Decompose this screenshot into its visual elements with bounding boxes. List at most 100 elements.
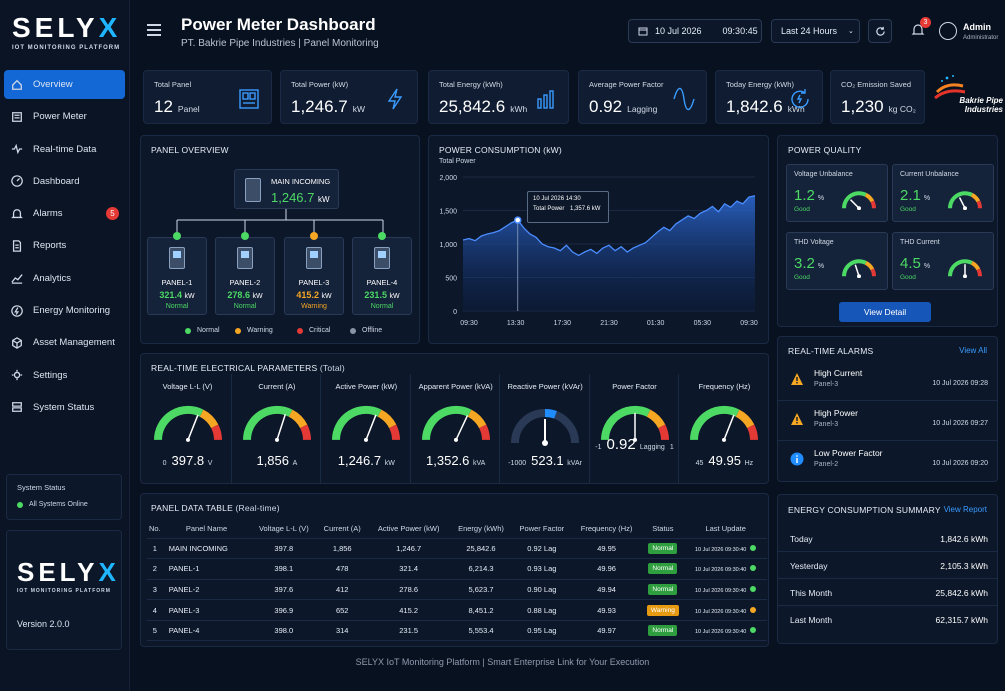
- menu-icon[interactable]: [147, 24, 161, 39]
- user-name[interactable]: Admin: [963, 22, 991, 32]
- legend-dot: [185, 327, 191, 334]
- column-header[interactable]: Panel Name: [162, 520, 251, 539]
- param-active-power-kw[interactable]: Active Power (kW) 1,246.7 kW: [323, 374, 411, 484]
- column-header[interactable]: Active Power (kW): [367, 520, 451, 539]
- energy-period: Last Month: [790, 615, 833, 625]
- view-detail-button[interactable]: View Detail: [839, 302, 931, 322]
- column-header[interactable]: Frequency (Hz): [571, 520, 642, 539]
- notification-badge: 3: [920, 17, 931, 28]
- sidebar-item-dashboard[interactable]: Dashboard: [4, 167, 125, 196]
- table-row[interactable]: 4 PANEL-3 396.9 652 415.2 8,451.2 0.88 Lag 49.9…: [147, 599, 767, 621]
- sidebar-item-energy-monitoring[interactable]: Energy Monitoring: [4, 296, 125, 325]
- energy-period: Today: [790, 534, 813, 544]
- pq-unit: %: [817, 195, 825, 202]
- kpi-card-average-power-factor[interactable]: Average Power Factor 0.92 Lagging: [578, 70, 707, 124]
- table-cell: 0.95 Lag: [527, 626, 557, 636]
- kpi-value: 0.92: [589, 97, 623, 116]
- kpi-card-total-power-kw[interactable]: Total Power (kW) 1,246.7 kW: [280, 70, 418, 124]
- time-range-select[interactable]: Last 24 Hours ⌄: [771, 19, 860, 43]
- view-report-link[interactable]: View Report: [943, 505, 987, 514]
- refresh-button[interactable]: [868, 19, 892, 43]
- kpi-card-total-energy-kwh[interactable]: Total Energy (kWh) 25,842.6 kWh: [428, 70, 569, 124]
- company-logo: Bakrie Pipe Industries: [933, 72, 1003, 120]
- param-apparent-power-kva[interactable]: Apparent Power (kVA) 1,352.6 kVA: [412, 374, 501, 484]
- column-header[interactable]: Voltage L-L (V): [250, 520, 318, 539]
- table-row[interactable]: 1 MAIN INCOMING 397.8 1,856 1,246.7 25,842.6 0…: [147, 538, 767, 560]
- sidebar-item-label: Settings: [33, 369, 68, 381]
- column-header[interactable]: Power Factor: [511, 520, 572, 539]
- view-all-link[interactable]: View All: [959, 346, 987, 355]
- alarm-item[interactable]: High Power Panel-3 10 Jul 2026 09:27: [778, 401, 998, 441]
- param-value: 1,856: [256, 453, 290, 468]
- panel-box[interactable]: PANEL-3 415.2 kW Warning: [284, 232, 344, 315]
- alarm-count-badge: 5: [106, 207, 119, 221]
- pq-thd-current[interactable]: THD Current 4.5% Good: [892, 232, 994, 290]
- pq-label: Voltage Unbalance: [794, 171, 853, 178]
- param-reactive-power-kvar[interactable]: Reactive Power (kVAr) -1000 523.1 kVAr: [502, 374, 590, 484]
- table-row[interactable]: 3 PANEL-2 397.6 412 278.6 5,623.7 0.90 Lag 49.9…: [147, 579, 767, 601]
- home-icon: [10, 78, 24, 92]
- sidebar-item-real-time-data[interactable]: Real-time Data: [4, 135, 125, 164]
- kpi-unit: kWh: [510, 104, 528, 114]
- table-cell: 5,553.4: [468, 626, 494, 636]
- sidebar-item-alarms[interactable]: Alarms 5: [4, 199, 125, 228]
- column-header[interactable]: No.: [147, 520, 163, 539]
- refresh-icon: [788, 87, 812, 111]
- panel-box[interactable]: PANEL-2 278.6 kW Normal: [215, 232, 275, 315]
- sidebar-item-power-meter[interactable]: Power Meter: [4, 102, 125, 131]
- param-current-a[interactable]: Current (A) 1,856 A: [233, 374, 322, 484]
- pq-unit: %: [923, 195, 931, 202]
- datetime-display[interactable]: 10 Jul 2026 09:30:45: [628, 19, 762, 43]
- pq-label: Current Unbalance: [900, 171, 959, 178]
- power-quality-card: POWER QUALITY Voltage Unbalance 1.2% Good C…: [777, 135, 998, 327]
- main-incoming-box[interactable]: MAIN INCOMING 1,246.7 kW: [234, 169, 339, 209]
- sidebar-item-system-status[interactable]: System Status: [4, 393, 125, 422]
- last-update: 10 Jul 2026 09:30:40: [694, 587, 747, 594]
- kpi-card-co-emission-saved[interactable]: CO₂ Emission Saved 1,230 kg CO₂: [830, 70, 925, 124]
- alarm-panel: Panel-2: [814, 461, 839, 468]
- legend-label: Critical: [309, 327, 331, 334]
- alarm-panel: Panel-3: [814, 421, 839, 428]
- kpi-card-total-panel[interactable]: Total Panel 12 Panel: [143, 70, 272, 124]
- param-unit: Hz: [744, 460, 754, 467]
- pq-thd-voltage[interactable]: THD Voltage 3.2% Good: [786, 232, 888, 290]
- sidebar-item-label: Dashboard: [33, 175, 80, 187]
- sidebar-item-settings[interactable]: Settings: [4, 361, 125, 390]
- param-power-factor[interactable]: Power Factor -1 0.92 Lagging 1: [591, 374, 679, 484]
- x-tick-label: 01:30: [647, 320, 665, 327]
- panel-box[interactable]: PANEL-4 231.5 kW Normal: [352, 232, 412, 315]
- column-header[interactable]: Energy (kWh): [450, 520, 512, 539]
- column-header[interactable]: Current (A): [317, 520, 368, 539]
- box-icon: [10, 336, 24, 350]
- energy-row: Last Month 62,315.7 kWh: [778, 606, 998, 633]
- table-cell: 278.6: [399, 584, 419, 594]
- kpi-card-today-energy-kwh[interactable]: Today Energy (kWh) 1,842.6 kWh: [715, 70, 823, 124]
- alarm-item[interactable]: Low Power Factor Panel-2 10 Jul 2026 09:20: [778, 441, 998, 481]
- pq-value: 3.2: [794, 255, 815, 272]
- param-frequency-hz[interactable]: Frequency (Hz) 45 49.95 Hz: [680, 374, 768, 484]
- pq-voltage-unbalance[interactable]: Voltage Unbalance 1.2% Good: [786, 164, 888, 222]
- table-cell: 5,623.7: [468, 584, 494, 594]
- gauge-min: 45: [695, 460, 704, 467]
- panel-overview-card: PANEL OVERVIEW MAIN INCOMING 1,246.7 kW …: [140, 135, 420, 344]
- brand-logo[interactable]: SELYX IOT MONITORING PLATFORM: [12, 14, 122, 52]
- param-unit: kVA: [473, 460, 486, 467]
- panel-box[interactable]: PANEL-1 321.4 kW Normal: [147, 232, 207, 315]
- user-avatar-icon[interactable]: [939, 22, 957, 40]
- table-row[interactable]: 5 PANEL-4 398.0 314 231.5 5,553.4 0.95 Lag 49.9…: [147, 620, 767, 642]
- status-badge: Normal: [648, 625, 678, 637]
- pq-current-unbalance[interactable]: Current Unbalance 2.1% Good: [892, 164, 994, 222]
- alarm-item[interactable]: High Current Panel-3 10 Jul 2026 09:28: [778, 361, 998, 401]
- sidebar-item-overview[interactable]: Overview: [4, 70, 125, 99]
- hover-point[interactable]: [514, 216, 522, 224]
- column-header[interactable]: Status: [641, 520, 685, 539]
- sidebar-item-asset-management[interactable]: Asset Management: [4, 328, 125, 357]
- column-header[interactable]: Last Update: [684, 520, 767, 539]
- energy-period: Yesterday: [790, 561, 828, 571]
- table-row[interactable]: 2 PANEL-1 398.1 478 321.4 6,214.3 0.93 Lag 49.9…: [147, 558, 767, 580]
- sidebar-item-analytics[interactable]: Analytics: [4, 264, 125, 293]
- sidebar-item-reports[interactable]: Reports: [4, 231, 125, 260]
- page-subtitle: PT. Bakrie Pipe Industries | Panel Monit…: [181, 38, 379, 49]
- param-voltage-l-l-v[interactable]: Voltage L-L (V) 0 397.8 V: [144, 374, 232, 484]
